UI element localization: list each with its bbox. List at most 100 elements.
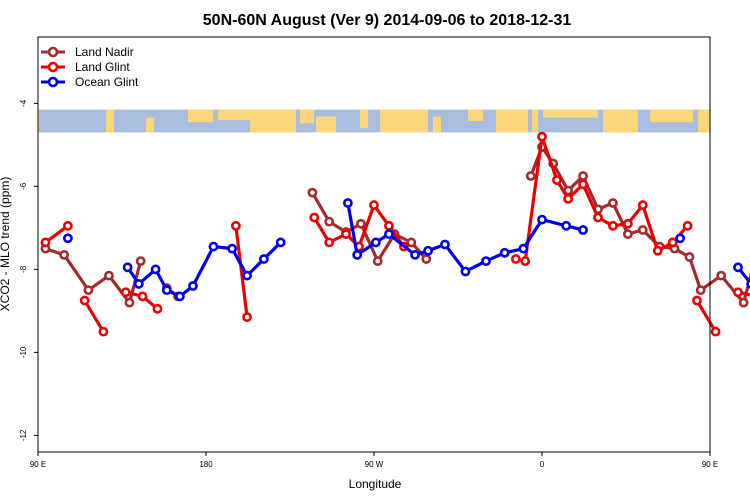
series-line-ocean-glint-2 [346, 202, 584, 274]
data-point-land-nadir-3-14 [738, 297, 749, 308]
data-point-land-nadir-2-1 [324, 216, 335, 227]
x-tick-label-0: 90 E [30, 460, 46, 469]
data-point-land-glint-3-1 [242, 312, 252, 323]
legend-item-ocean-glint: Ocean Glint [41, 75, 139, 89]
y-tick-label-0: -4 [19, 99, 28, 107]
data-point-land-glint-8-0 [733, 287, 743, 298]
data-point-ocean-glint-2-8 [481, 256, 491, 266]
x-tick-label-1: 180 [199, 460, 213, 469]
series-ocean-glint [62, 198, 750, 302]
data-point-land-glint-7-1 [710, 326, 721, 337]
data-point-ocean-glint-1-3 [161, 285, 172, 296]
legend-label-land-nadir: Land Nadir [75, 45, 134, 59]
data-point-ocean-glint-2-0 [342, 198, 353, 208]
data-point-land-glint-6-9 [652, 245, 663, 256]
data-point-ocean-glint-2-5 [423, 245, 434, 256]
data-point-land-nadir-3-11 [684, 252, 695, 262]
data-point-land-glint-7-0 [692, 295, 702, 306]
data-point-ocean-glint-2-2 [370, 237, 381, 248]
map-land-1 [106, 109, 114, 133]
data-point-ocean-glint-1-4 [174, 291, 185, 302]
x-tick-label-4: 90 E [702, 460, 718, 469]
data-point-land-nadir-2-4 [372, 256, 383, 266]
x-axis-label: Longitude [349, 477, 402, 491]
data-point-ocean-glint-2-9 [499, 247, 510, 258]
data-point-land-glint-4-0 [309, 212, 320, 223]
data-point-land-glint-2-1 [137, 291, 148, 302]
data-point-ocean-glint-1-10 [275, 237, 286, 248]
legend-marker-ocean-glint [47, 76, 59, 88]
map-land-3 [188, 109, 213, 123]
data-point-ocean-glint-2-12 [561, 220, 572, 231]
data-point-land-nadir-3-0 [525, 171, 536, 181]
data-point-land-nadir-2-7 [421, 254, 432, 264]
map-land-4 [218, 109, 250, 120]
data-point-land-nadir-3-13 [716, 270, 727, 281]
data-point-ocean-glint-2-10 [518, 243, 529, 254]
data-point-ocean-glint-4-1 [746, 279, 750, 289]
data-point-land-glint-0-1 [62, 220, 73, 231]
data-point-land-nadir-2-3 [356, 218, 366, 229]
x-tick-label-2: 90 W [365, 460, 384, 469]
data-point-land-nadir-0-3 [104, 270, 114, 281]
data-point-land-nadir-3-7 [622, 229, 633, 240]
data-point-land-glint-4-2 [341, 229, 351, 240]
data-point-land-glint-4-4 [369, 200, 379, 210]
data-point-ocean-glint-4-0 [733, 262, 743, 273]
y-tick-label-1: -6 [19, 182, 28, 190]
data-point-land-nadir-0-5 [135, 256, 146, 266]
data-point-land-nadir-3-6 [608, 198, 618, 208]
chart-title: 50N-60N August (Ver 9) 2014-09-06 to 201… [203, 12, 572, 29]
x-axis-ticks: 90 E 180 90 W 0 90 E [30, 452, 718, 469]
map-land-2 [146, 117, 154, 133]
series-line-land-glint-8 [737, 290, 750, 297]
y-tick-label-3: -10 [19, 346, 28, 358]
data-point-land-nadir-0-4 [124, 297, 135, 308]
map-land-5 [250, 109, 296, 133]
series-line-land-glint-1 [83, 299, 105, 333]
y-tick-label-2: -8 [19, 265, 28, 273]
data-point-land-glint-6-10 [667, 237, 678, 248]
data-point-land-glint-2-0 [120, 287, 131, 298]
data-point-land-nadir-0-1 [59, 249, 70, 260]
data-point-ocean-glint-1-7 [227, 243, 238, 254]
series-land-nadir [40, 142, 750, 308]
data-point-land-glint-4-5 [384, 220, 394, 231]
map-land-10 [433, 116, 441, 133]
data-point-ocean-glint-2-7 [460, 266, 471, 277]
data-point-ocean-glint-2-4 [410, 249, 420, 260]
data-point-ocean-glint-1-2 [150, 264, 161, 275]
data-point-land-glint-1-0 [79, 295, 90, 306]
map-land-6 [300, 109, 314, 124]
data-point-ocean-glint-2-1 [352, 249, 363, 260]
legend-label-ocean-glint: Ocean Glint [75, 75, 139, 89]
data-point-land-glint-6-6 [608, 220, 618, 231]
data-point-land-glint-0-0 [40, 237, 51, 248]
series-line-land-glint-7 [695, 299, 717, 333]
legend-marker-land-nadir [47, 46, 59, 58]
series-land-glint [40, 131, 750, 337]
data-point-land-glint-1-1 [98, 326, 109, 337]
data-point-land-glint-6-0 [520, 256, 531, 266]
data-point-land-glint-6-11 [682, 220, 693, 231]
data-point-land-nadir-3-4 [578, 171, 588, 181]
data-point-land-glint-2-2 [152, 303, 163, 314]
series-line-land-glint-6 [523, 135, 689, 262]
data-point-land-glint-5-0 [510, 254, 521, 264]
y-axis-ticks: -4 -6 -8 -10 -12 [19, 99, 38, 441]
data-point-land-nadir-2-0 [307, 187, 318, 198]
data-point-land-glint-6-1 [537, 131, 547, 142]
data-point-land-nadir-3-12 [695, 285, 706, 296]
data-point-land-nadir-0-2 [83, 285, 94, 296]
data-point-land-glint-6-4 [578, 179, 588, 190]
series-line-ocean-glint-1 [126, 241, 282, 298]
map-land-14 [543, 109, 598, 118]
map-land-17 [698, 109, 710, 133]
map-land-16 [650, 109, 693, 123]
data-point-land-glint-6-3 [563, 193, 574, 204]
series-line-land-glint-3 [234, 225, 249, 318]
data-point-land-glint-6-2 [552, 175, 562, 186]
data-point-land-nadir-3-8 [637, 225, 648, 235]
data-point-land-glint-4-1 [324, 237, 335, 248]
